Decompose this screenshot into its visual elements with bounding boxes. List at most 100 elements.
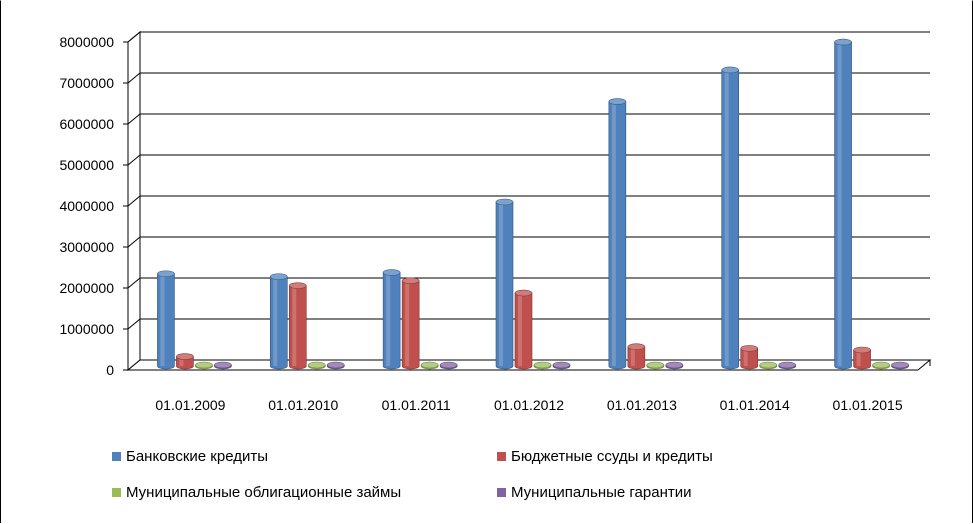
bar xyxy=(627,343,646,370)
y-tick-label: 1000000 xyxy=(59,321,114,337)
bar-top xyxy=(401,277,420,285)
bar xyxy=(514,289,533,370)
x-tick-label: 01.01.2009 xyxy=(155,397,225,413)
bar-top xyxy=(740,345,759,352)
bar-top xyxy=(176,353,194,360)
x-tick-label: 01.01.2012 xyxy=(494,397,564,413)
bar-top xyxy=(382,269,401,276)
bar-top xyxy=(288,282,307,289)
bar-top xyxy=(269,273,288,280)
bar-highlight xyxy=(405,280,410,366)
x-tick-label: 01.01.2015 xyxy=(833,397,903,413)
legend-label: Бюджетные ссуды и кредиты xyxy=(511,448,713,465)
gridlines xyxy=(123,31,930,371)
bar-body xyxy=(721,69,740,370)
y-tick-label: 3000000 xyxy=(59,239,114,255)
legend: Банковские кредиты Бюджетные ссуды и кред… xyxy=(112,448,713,501)
bar xyxy=(853,346,871,370)
gridline xyxy=(127,318,930,330)
bar xyxy=(288,282,307,370)
bar-top xyxy=(533,361,552,369)
bar-top xyxy=(552,361,571,369)
bar-top xyxy=(721,66,740,74)
bar-highlight xyxy=(292,285,297,366)
x-tick-label: 01.01.2013 xyxy=(607,397,677,413)
bar xyxy=(495,198,514,370)
legend-swatch xyxy=(112,452,121,461)
bar xyxy=(646,361,665,370)
bar-top xyxy=(872,361,890,369)
bar-top xyxy=(627,343,646,351)
gridline xyxy=(127,236,930,248)
bar xyxy=(608,98,627,370)
bar-highlight xyxy=(273,276,278,366)
bar-top xyxy=(665,361,684,369)
x-tick-label: 01.01.2011 xyxy=(382,397,451,413)
bar-top xyxy=(420,361,439,369)
bar-top xyxy=(307,361,326,369)
bar xyxy=(740,345,759,370)
y-axis-tick-labels: 0 1000000 2000000 3000000 4000000 5000000 6000… xyxy=(59,34,114,378)
bar xyxy=(834,38,852,370)
y-tick-label: 5000000 xyxy=(59,157,114,173)
bar-body xyxy=(834,41,852,370)
bar-highlight xyxy=(160,273,165,366)
gridline xyxy=(127,72,930,84)
bar-body xyxy=(608,101,627,370)
bar-top xyxy=(495,198,514,206)
bar-body xyxy=(514,292,533,370)
legend-swatch xyxy=(112,488,121,497)
gridline xyxy=(127,113,930,125)
y-tick-label: 2000000 xyxy=(59,280,114,296)
bar-highlight xyxy=(630,346,635,366)
legend-swatch xyxy=(497,488,506,497)
bar-body xyxy=(495,201,514,370)
bar-top xyxy=(853,346,871,354)
bar-top xyxy=(214,361,232,369)
y-tick-label: 6000000 xyxy=(59,116,114,132)
bar xyxy=(665,361,684,370)
bar-top xyxy=(326,361,345,369)
bar-top xyxy=(778,361,797,369)
bar-top xyxy=(759,361,778,369)
bar-highlight xyxy=(743,348,748,366)
bar-highlight xyxy=(611,101,616,367)
bar-highlight xyxy=(856,350,861,366)
gridline xyxy=(127,195,930,207)
gridline xyxy=(127,154,930,166)
bar xyxy=(214,361,232,370)
bar xyxy=(382,269,401,370)
bar xyxy=(176,353,194,370)
legend-label: Муниципальные облигационные займы xyxy=(126,484,401,501)
bar-top xyxy=(834,38,852,46)
y-tick-label: 0 xyxy=(106,362,114,378)
bar-body xyxy=(288,285,307,370)
y-tick-label: 7000000 xyxy=(59,75,114,91)
y-tick-label: 4000000 xyxy=(59,198,114,214)
bar-body xyxy=(401,280,420,370)
bar xyxy=(420,361,439,370)
bar xyxy=(401,277,420,370)
bar-top xyxy=(195,361,213,369)
bar-body xyxy=(627,346,646,370)
bar-highlight xyxy=(518,293,522,366)
legend-label: Муниципальные гарантии xyxy=(511,484,691,501)
bar-top xyxy=(891,361,909,369)
bar-body xyxy=(382,272,401,370)
bar-top xyxy=(439,361,458,369)
bar-top xyxy=(608,98,627,105)
bar-highlight xyxy=(386,272,391,366)
bar-body xyxy=(269,276,288,370)
bar-top xyxy=(157,270,175,278)
bar xyxy=(326,361,345,370)
bar-highlight xyxy=(724,69,729,366)
legend-swatch xyxy=(497,452,506,461)
bar xyxy=(759,361,778,370)
gridline xyxy=(127,277,930,289)
bar xyxy=(891,361,909,370)
x-tick-label: 01.01.2014 xyxy=(720,397,790,413)
bar-top xyxy=(646,361,665,369)
bar-top xyxy=(514,289,533,297)
bar-body xyxy=(157,273,175,370)
bar-highlight xyxy=(179,356,184,366)
